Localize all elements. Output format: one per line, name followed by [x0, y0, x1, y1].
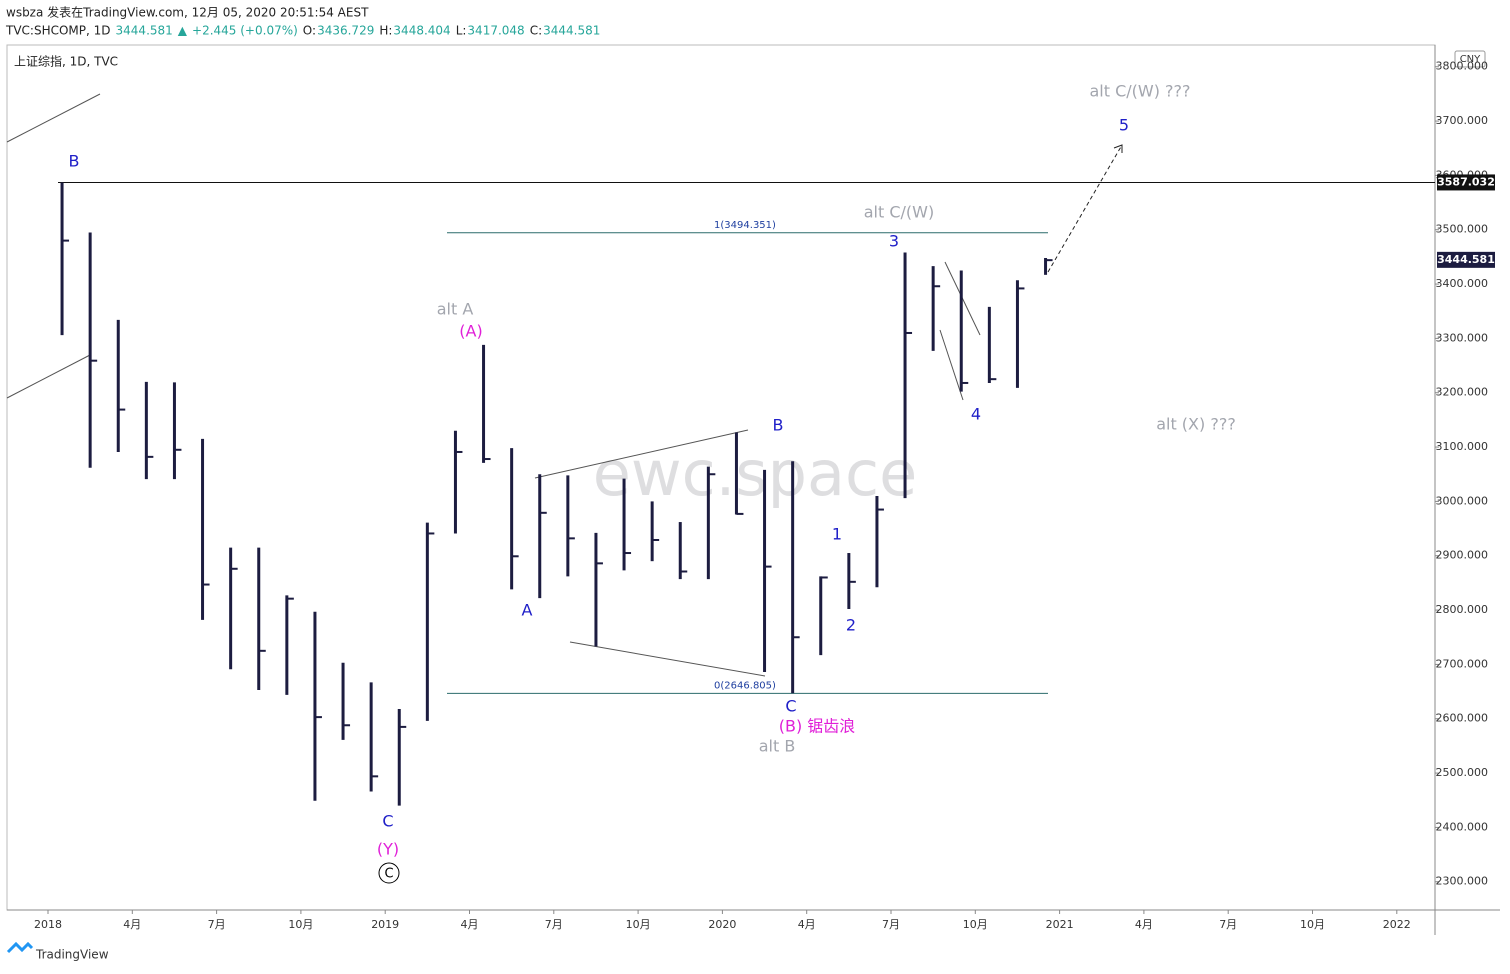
y-tick-label: 2400.000 — [1436, 820, 1489, 833]
wave-label: 5 — [1119, 116, 1129, 135]
x-tick-label: 7月 — [545, 918, 563, 931]
wave-label: alt C/(W) — [864, 203, 934, 222]
drawings — [6, 93, 1123, 884]
wave-label: C — [384, 867, 393, 882]
quote-part: TVC:SHCOMP, 1D — [5, 24, 111, 38]
x-tick-label: 4月 — [461, 918, 479, 931]
projection-arrow — [1047, 144, 1123, 273]
currency: CNY — [1460, 54, 1481, 65]
x-tick-label: 4月 — [123, 918, 141, 931]
y-tick-label: 3400.000 — [1436, 277, 1489, 290]
circle-marker — [378, 862, 400, 884]
x-tick-label: 7月 — [208, 918, 226, 931]
quote-part: 3417.048 — [467, 24, 524, 38]
wave-label: 4 — [971, 405, 981, 424]
wave-label: (A) — [459, 322, 482, 341]
y-tick-label: 2300.000 — [1436, 875, 1489, 888]
y-tick-label: 2900.000 — [1436, 549, 1489, 562]
quote-part: L: — [456, 24, 467, 38]
x-tick-label: 4月 — [1135, 918, 1153, 931]
trendline — [939, 329, 964, 401]
wave-label: 2 — [846, 616, 856, 635]
last-price-label: 3444.581 — [1437, 253, 1495, 266]
y-tick-label: 3800.000 — [1436, 60, 1489, 73]
quote-part: O: — [303, 24, 316, 38]
y-tick-label: 3200.000 — [1436, 386, 1489, 399]
x-tick-label: 7月 — [1219, 918, 1237, 931]
brand-logo — [6, 941, 34, 954]
quote-part: 3444.581 — [116, 24, 173, 38]
y-tick-label: 2700.000 — [1436, 657, 1489, 670]
quote-part: 3444.581 — [543, 24, 600, 38]
x-tick-label: 10月 — [963, 918, 988, 931]
brand: TradingView — [35, 948, 109, 962]
price-box — [1437, 174, 1495, 191]
y-tick-label: 3700.000 — [1436, 114, 1489, 127]
watermark: ewc.space — [593, 437, 918, 510]
x-tick-label: 2019 — [371, 918, 399, 931]
wave-label: B — [69, 152, 80, 171]
y-tick-label: 3300.000 — [1436, 331, 1489, 344]
y-tick-label: 2800.000 — [1436, 603, 1489, 616]
wave-label: B — [773, 416, 784, 435]
wave-label: alt (X) ??? — [1156, 415, 1236, 434]
fib-label: 0(2646.805) — [714, 680, 776, 691]
legend: 上证综指, 1D, TVC — [14, 54, 118, 69]
x-tick-label: 2020 — [708, 918, 736, 931]
last-price-box — [1437, 251, 1495, 268]
fib-label: 1(3494.351) — [714, 220, 776, 231]
y-tick-label: 2500.000 — [1436, 766, 1489, 779]
wave-label: A — [522, 601, 533, 620]
quote-part: C: — [530, 24, 542, 38]
quote-part: ▲ — [178, 24, 188, 38]
x-tick-label: 10月 — [1300, 918, 1325, 931]
x-tick-label: 2022 — [1383, 918, 1411, 931]
quote-part: 3436.729 — [317, 24, 374, 38]
trendline — [534, 429, 749, 479]
plot-frame — [6, 44, 1436, 911]
price-box-label: 3587.032 — [1437, 175, 1495, 188]
quote-part: H: — [379, 24, 392, 38]
y-tick-label: 3100.000 — [1436, 440, 1489, 453]
x-tick-label: 2018 — [34, 918, 62, 931]
y-tick-label: 2600.000 — [1436, 712, 1489, 725]
byline: wsbza 发表在TradingView.com, 12月 05, 2020 2… — [6, 5, 369, 20]
arrow-head — [1113, 144, 1123, 153]
wave-label: 3 — [889, 232, 899, 251]
quote-part: +2.445 (+0.07%) — [192, 24, 298, 38]
x-tick-label: 10月 — [626, 918, 651, 931]
wave-label: 1 — [832, 525, 842, 544]
wave-label: alt B — [759, 737, 796, 756]
y-tick-label: 3500.000 — [1436, 223, 1489, 236]
x-tick-label: 2021 — [1046, 918, 1074, 931]
trendline — [6, 354, 91, 399]
trendline — [569, 641, 766, 677]
trendline — [6, 93, 101, 143]
x-tick-label: 10月 — [288, 918, 313, 931]
wave-label: (Y) — [377, 840, 399, 859]
wave-label: C — [785, 697, 796, 716]
y-tick-label: 3000.000 — [1436, 494, 1489, 507]
currency-box — [1454, 50, 1486, 68]
wave-label: alt C/(W) ??? — [1089, 82, 1190, 101]
wave-label: (B) 锯齿浪 — [779, 717, 856, 736]
quote-part: 3448.404 — [393, 24, 450, 38]
x-tick-label: 4月 — [798, 918, 816, 931]
wave-label: alt A — [437, 300, 474, 319]
wave-label: C — [382, 812, 393, 831]
x-tick-label: 7月 — [882, 918, 900, 931]
